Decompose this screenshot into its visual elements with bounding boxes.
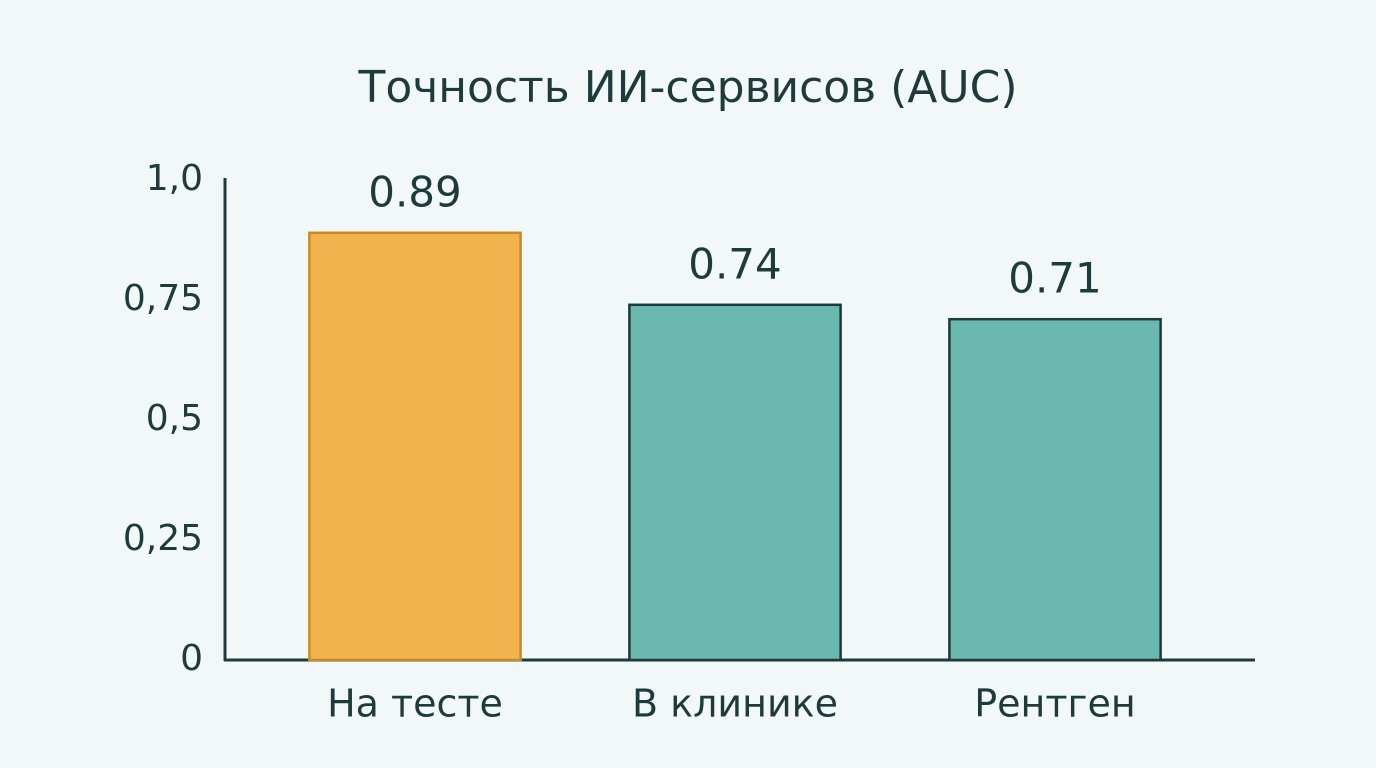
x-tick-label: Рентген	[974, 682, 1135, 726]
y-tick-label: 0,75	[123, 278, 203, 319]
bar	[628, 303, 842, 662]
bar	[308, 231, 522, 662]
y-tick-label: 0,25	[123, 518, 203, 559]
y-tick-label: 0	[180, 638, 203, 679]
x-tick-label: На тесте	[327, 682, 503, 726]
value-label: 0.74	[688, 239, 782, 288]
value-label: 0.71	[1008, 254, 1102, 303]
y-tick-label: 1,0	[146, 158, 203, 199]
y-tick-label: 0,5	[146, 398, 203, 439]
bar	[948, 317, 1162, 662]
x-tick-label: В клинике	[632, 682, 838, 726]
value-label: 0.89	[368, 167, 462, 216]
chart-title: Точность ИИ-сервисов (AUC)	[357, 62, 1017, 113]
